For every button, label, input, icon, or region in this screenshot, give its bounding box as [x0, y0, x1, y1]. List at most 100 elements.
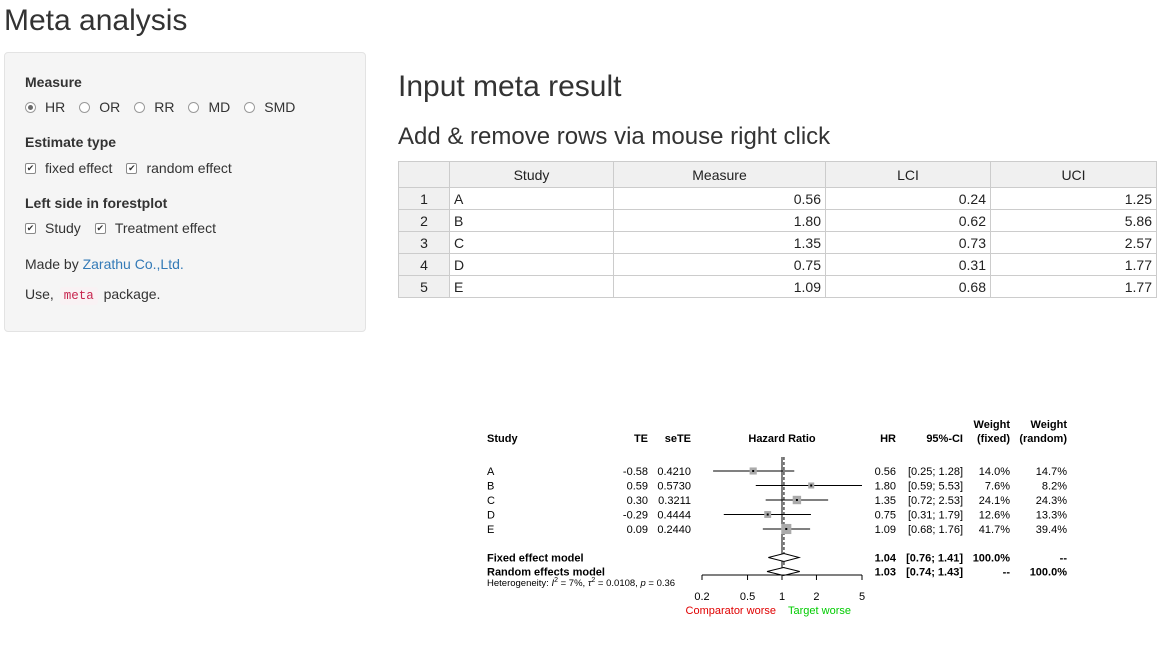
checkbox-study[interactable]: ✔: [25, 222, 36, 234]
column-header-uci[interactable]: UCI: [990, 161, 1157, 188]
cell-uci[interactable]: 5.86: [990, 209, 1157, 232]
package-code: meta: [59, 287, 98, 305]
cell-lci[interactable]: 0.31: [825, 253, 991, 276]
sidebar-panel: Measure HR OR RR MD SMD Estimate type ✔ f…: [4, 52, 366, 332]
pooled-diamond: [766, 566, 800, 577]
study-name: C: [487, 495, 495, 507]
pooled-hr: 1.03: [875, 567, 896, 579]
study-te: 0.30: [627, 495, 648, 507]
left-side-treatment-option[interactable]: ✔ Treatment effect: [94, 220, 216, 236]
hr-column-header: HR: [880, 433, 896, 445]
ci-column-header: 95%-CI: [926, 433, 963, 445]
x-axis-tick-label: 0.5: [740, 591, 755, 603]
weight-fixed-header: Weight: [974, 419, 1011, 431]
measure-option-md[interactable]: MD: [188, 99, 230, 115]
study-weight-random: 24.3%: [1036, 495, 1067, 507]
estimate-random-option[interactable]: ✔ random effect: [126, 160, 232, 176]
measure-option-smd[interactable]: SMD: [244, 99, 295, 115]
table-row: 2 B 1.80 0.62 5.86: [398, 209, 1157, 232]
column-header-lci[interactable]: LCI: [825, 161, 991, 188]
cell-uci[interactable]: 1.77: [990, 275, 1157, 298]
row-header[interactable]: 5: [398, 275, 450, 298]
measure-radio-group: HR OR RR MD SMD: [25, 99, 309, 115]
measure-option-label: OR: [99, 99, 121, 115]
cell-lci[interactable]: 0.68: [825, 275, 991, 298]
pooled-weight-fixed: 100.0%: [973, 553, 1011, 565]
study-sete: 0.4444: [657, 510, 691, 522]
estimate-type-label: Estimate type: [25, 134, 117, 150]
row-header[interactable]: 1: [398, 187, 450, 210]
row-header[interactable]: 3: [398, 231, 450, 254]
study-hr: 1.35: [875, 495, 896, 507]
measure-option-label: RR: [154, 99, 175, 115]
study-weight-fixed: 7.6%: [985, 481, 1010, 493]
use-line: Use, meta package.: [25, 286, 160, 305]
measure-option-or[interactable]: OR: [79, 99, 120, 115]
cell-study[interactable]: D: [449, 253, 614, 276]
study-weight-random: 8.2%: [1042, 481, 1067, 493]
study-te: -0.58: [623, 466, 648, 478]
cell-uci[interactable]: 1.77: [990, 253, 1157, 276]
tau2-superscript: 2: [591, 577, 595, 584]
measure-label: Measure: [25, 74, 82, 90]
checkbox-random-effect[interactable]: ✔: [126, 162, 138, 174]
estimate-checkbox-group: ✔ fixed effect ✔ random effect: [25, 160, 246, 176]
study-hr: 0.56: [875, 466, 896, 478]
radio-hr[interactable]: [25, 101, 36, 113]
radio-smd[interactable]: [244, 101, 256, 113]
cell-study[interactable]: E: [449, 275, 614, 298]
use-prefix: Use,: [25, 286, 54, 302]
cell-measure[interactable]: 0.75: [613, 253, 826, 276]
checkbox-label: random effect: [146, 160, 232, 176]
row-header[interactable]: 4: [398, 253, 450, 276]
radio-rr[interactable]: [134, 101, 146, 113]
weight-random-subheader: (random): [1019, 433, 1067, 445]
pooled-ci: [0.76; 1.41]: [906, 553, 963, 565]
study-sete: 0.3211: [658, 495, 691, 507]
measure-option-rr[interactable]: RR: [134, 99, 174, 115]
pooled-model-name: Random effects model: [487, 567, 605, 579]
weight-random-header: Weight: [1031, 419, 1068, 431]
radio-or[interactable]: [79, 101, 91, 113]
cell-study[interactable]: B: [449, 209, 614, 232]
made-by-prefix: Made by: [25, 256, 79, 272]
study-point-estimate: [810, 484, 813, 487]
cell-lci[interactable]: 0.24: [825, 187, 991, 210]
study-weight-fixed: 41.7%: [979, 524, 1010, 536]
checkbox-treatment-effect[interactable]: ✔: [94, 222, 106, 234]
study-weight-random: 14.7%: [1036, 466, 1067, 478]
study-name: A: [487, 466, 495, 478]
study-name: D: [487, 510, 495, 522]
x-axis-tick-label: 1: [779, 591, 785, 603]
pooled-weight-random: 100.0%: [1030, 567, 1068, 579]
cell-lci[interactable]: 0.73: [825, 231, 991, 254]
cell-measure[interactable]: 1.35: [613, 231, 826, 254]
study-point-estimate: [795, 499, 798, 501]
cell-measure[interactable]: 0.56: [613, 187, 826, 210]
cell-study[interactable]: A: [449, 187, 614, 210]
te-column-header: TE: [634, 433, 648, 445]
heterogeneity-prefix: Heterogeneity:: [487, 578, 551, 589]
study-column-header: Study: [487, 433, 518, 445]
p-value: = 0.36: [646, 578, 675, 589]
cell-study[interactable]: C: [449, 231, 614, 254]
left-side-study-option[interactable]: ✔ Study: [25, 220, 81, 236]
pooled-diamond: [768, 552, 802, 563]
row-header[interactable]: 2: [398, 209, 450, 232]
checkbox-fixed-effect[interactable]: ✔: [25, 162, 36, 174]
estimate-fixed-option[interactable]: ✔ fixed effect: [25, 160, 112, 176]
table-hint: Add & remove rows via mouse right click: [398, 123, 831, 150]
zarathu-link[interactable]: Zarathu Co.,Ltd.: [82, 256, 184, 272]
column-header-measure[interactable]: Measure: [613, 161, 826, 188]
cell-uci[interactable]: 1.25: [990, 187, 1157, 210]
corner-header[interactable]: [398, 161, 450, 188]
radio-md[interactable]: [188, 101, 200, 113]
cell-measure[interactable]: 1.80: [613, 209, 826, 232]
p-symbol: p: [639, 578, 645, 589]
measure-option-hr[interactable]: HR: [25, 99, 65, 115]
column-header-study[interactable]: Study: [449, 161, 614, 188]
study-hr: 1.80: [875, 481, 896, 493]
cell-measure[interactable]: 1.09: [613, 275, 826, 298]
cell-lci[interactable]: 0.62: [825, 209, 991, 232]
cell-uci[interactable]: 2.57: [990, 231, 1157, 254]
